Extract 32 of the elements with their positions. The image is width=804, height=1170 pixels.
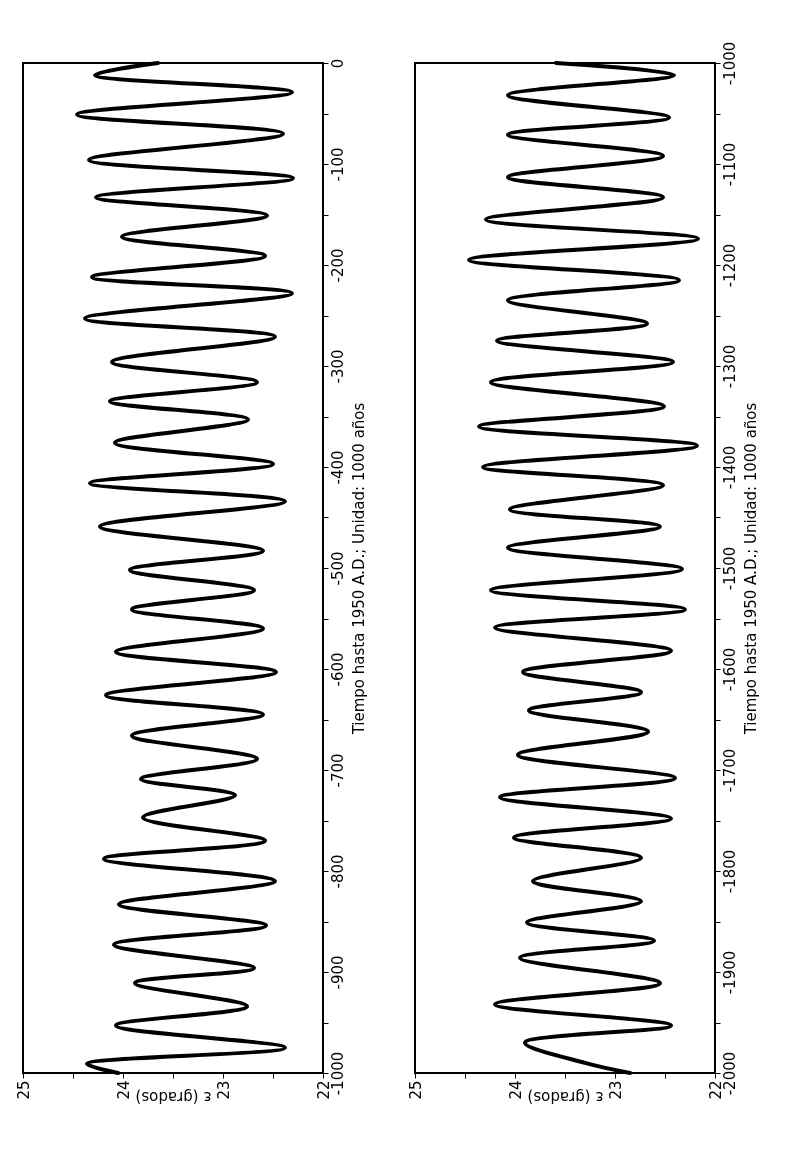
y-tick-label: 0	[328, 58, 347, 69]
y-tick-label: -1500	[720, 546, 739, 591]
y-tick-label: -1400	[720, 445, 739, 490]
y-axis-title: Tiempo hasta 1950 A.D.; Unidad: 1000 años	[349, 402, 368, 736]
y-tick-label: -1900	[720, 950, 739, 995]
y-tick-label: -1600	[720, 647, 739, 692]
y-tick-label: -100	[328, 147, 347, 182]
x-tick-label: 23	[214, 1080, 233, 1100]
y-tick-label: -400	[328, 450, 347, 485]
x-axis-title: ε (grados)	[527, 1087, 604, 1106]
y-tick-label: -600	[328, 652, 347, 687]
x-axis-title: ε (grados)	[135, 1087, 212, 1106]
x-tick-label: 25	[406, 1080, 425, 1100]
y-axis-title: Tiempo hasta 1950 A.D.; Unidad: 1000 años	[741, 402, 760, 736]
y-tick-label: -1000	[720, 41, 739, 86]
y-tick-label: -1700	[720, 748, 739, 793]
y-tick-label: -500	[328, 551, 347, 586]
y-tick-label: -1800	[720, 849, 739, 894]
y-tick-label: -1200	[720, 243, 739, 288]
y-tick-label: -800	[328, 854, 347, 889]
y-tick-label: -300	[328, 349, 347, 384]
x-tick-label: 24	[114, 1080, 133, 1100]
y-tick-label: -900	[328, 955, 347, 990]
y-tick-label: -2000	[720, 1051, 739, 1096]
y-tick-label: -200	[328, 248, 347, 283]
y-tick-label: -1300	[720, 344, 739, 389]
y-tick-label: -1000	[328, 1051, 347, 1096]
y-tick-label: -700	[328, 753, 347, 788]
x-tick-label: 24	[506, 1080, 525, 1100]
x-tick-label: 23	[606, 1080, 625, 1100]
y-tick-label: -1100	[720, 142, 739, 187]
x-tick-label: 25	[14, 1080, 33, 1100]
